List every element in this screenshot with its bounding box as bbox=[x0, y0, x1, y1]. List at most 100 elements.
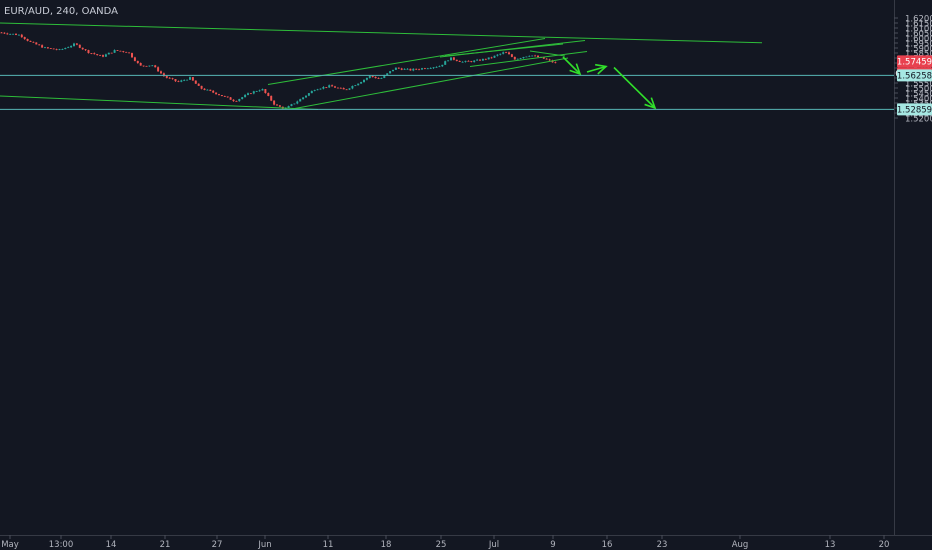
candle-body bbox=[177, 81, 180, 82]
time-tick-label: 21 bbox=[160, 540, 171, 550]
candle-body bbox=[160, 71, 162, 74]
candle-body bbox=[522, 57, 525, 59]
candle-body bbox=[249, 93, 252, 95]
trendline[interactable] bbox=[267, 38, 546, 85]
trendline[interactable] bbox=[529, 50, 566, 57]
forecast-arrow[interactable] bbox=[562, 56, 581, 75]
candle-body bbox=[223, 96, 226, 97]
candle-body bbox=[99, 55, 102, 56]
candle-body bbox=[12, 33, 15, 35]
candle-body bbox=[505, 52, 508, 54]
candle-body bbox=[383, 75, 386, 78]
candle-body bbox=[339, 87, 342, 89]
candle-body bbox=[299, 99, 302, 102]
trendline[interactable] bbox=[291, 57, 569, 110]
time-axis[interactable]: May 13:00 14 21 27 Jun 11 18 25 Jul 9 16 23 Aug 13 20 bbox=[1, 535, 889, 550]
candle-body bbox=[296, 101, 299, 104]
candle-body bbox=[328, 85, 331, 88]
candle-body bbox=[78, 44, 81, 48]
candle-body bbox=[510, 54, 513, 57]
candle-body bbox=[252, 91, 255, 94]
candle-body bbox=[273, 100, 276, 105]
candles-layer bbox=[0, 31, 557, 110]
candle-body bbox=[313, 90, 316, 91]
candle-body bbox=[270, 95, 273, 101]
candle-body bbox=[389, 71, 392, 74]
candle-body bbox=[70, 45, 73, 48]
candle-body bbox=[412, 68, 415, 71]
candle-body bbox=[496, 54, 499, 56]
candle-body bbox=[209, 89, 212, 91]
candle-body bbox=[403, 68, 406, 70]
candle-body bbox=[93, 53, 96, 55]
candle-body bbox=[499, 53, 502, 55]
forecast-arrow[interactable] bbox=[613, 66, 656, 109]
price-tick-label: 1.62000 bbox=[905, 15, 932, 25]
current-price-label: 1.57459 bbox=[897, 58, 932, 68]
candle-body bbox=[452, 57, 455, 60]
candle-body bbox=[148, 65, 151, 67]
candle-body bbox=[96, 54, 99, 56]
candle-body bbox=[287, 106, 290, 109]
candle-body bbox=[102, 55, 104, 57]
candle-body bbox=[481, 58, 484, 61]
candle-body bbox=[131, 53, 133, 58]
candle-body bbox=[447, 60, 450, 62]
candle-body bbox=[244, 94, 247, 98]
candle-body bbox=[212, 90, 215, 93]
candle-body bbox=[432, 67, 435, 69]
candle-body bbox=[386, 73, 389, 76]
candle-body bbox=[276, 104, 278, 106]
candle-body bbox=[87, 50, 90, 54]
candle-body bbox=[368, 75, 371, 78]
time-tick-label: May bbox=[1, 540, 19, 550]
candle-body bbox=[310, 90, 313, 94]
candle-body bbox=[438, 66, 441, 68]
candle-body bbox=[17, 34, 20, 36]
level-price-label: 1.52859 bbox=[897, 106, 932, 116]
candle-body bbox=[229, 97, 232, 100]
candle-body bbox=[197, 83, 200, 86]
candle-body bbox=[203, 88, 206, 90]
candle-body bbox=[467, 60, 470, 62]
trendline[interactable] bbox=[0, 95, 319, 110]
time-tick-label: 13 bbox=[825, 540, 836, 550]
candle-body bbox=[345, 89, 348, 91]
candle-body bbox=[133, 57, 136, 61]
candle-body bbox=[397, 67, 400, 69]
candle-body bbox=[426, 68, 429, 70]
trendline[interactable] bbox=[469, 51, 588, 67]
candle-body bbox=[191, 77, 194, 81]
trendline[interactable] bbox=[0, 22, 763, 44]
candle-body bbox=[35, 42, 38, 45]
candle-body bbox=[154, 65, 157, 68]
candle-body bbox=[218, 94, 220, 96]
candle-body bbox=[107, 52, 110, 55]
candle-body bbox=[502, 52, 505, 54]
forecast-arrow[interactable] bbox=[586, 65, 607, 73]
candle-body bbox=[531, 55, 534, 57]
candle-body bbox=[162, 73, 165, 77]
candle-body bbox=[264, 89, 267, 94]
candle-body bbox=[232, 99, 235, 102]
trendline[interactable] bbox=[439, 40, 586, 58]
candle-body bbox=[441, 64, 444, 67]
candle-body bbox=[104, 54, 107, 57]
price-tick-label: 1.59500 bbox=[905, 40, 932, 50]
candle-body bbox=[508, 52, 510, 55]
candle-body bbox=[194, 80, 197, 84]
time-tick-label: 11 bbox=[323, 540, 334, 550]
candle-body bbox=[61, 49, 64, 50]
candle-body bbox=[371, 75, 374, 77]
candle-body bbox=[548, 59, 551, 61]
candle-body bbox=[145, 65, 148, 67]
candle-body bbox=[392, 69, 394, 72]
time-tick-label: 23 bbox=[657, 540, 668, 550]
candle-body bbox=[3, 32, 6, 34]
time-tick-label: Jul bbox=[488, 540, 499, 550]
price-tick-label: 1.54500 bbox=[905, 90, 932, 100]
candle-body bbox=[23, 37, 26, 39]
candle-body bbox=[484, 58, 487, 60]
